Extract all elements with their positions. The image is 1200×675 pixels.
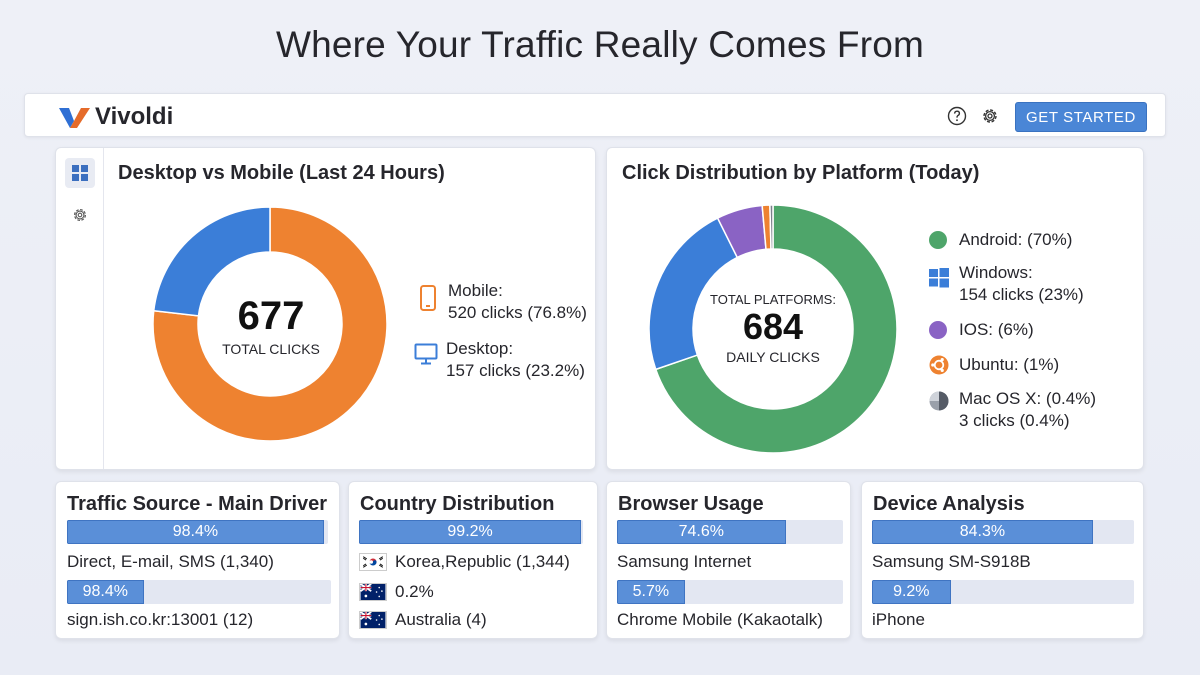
- progress-percent: 74.6%: [678, 523, 724, 540]
- legend-mobile-value: 520 clicks (76.8%): [448, 303, 587, 322]
- card-title: Click Distribution by Platform (Today): [622, 162, 980, 184]
- platform-distribution-card: Click Distribution by Platform (Today) T…: [606, 147, 1144, 470]
- country-row-korea[interactable]: Korea,Republic (1,344): [359, 552, 570, 572]
- dashboard-grid-icon[interactable]: [65, 158, 95, 188]
- progress-bar: 98.4%: [67, 520, 328, 544]
- australia-flag-icon: [359, 611, 387, 629]
- legend-windows: Windows: 154 clicks (23%): [929, 262, 1084, 306]
- legend-macos-label: Mac OS X: (0.4%): [959, 389, 1096, 408]
- legend-ios-label: IOS: (6%): [959, 320, 1034, 339]
- progress-bar: 99.2%: [359, 520, 583, 544]
- legend-desktop-value: 157 clicks (23.2%): [446, 361, 585, 380]
- donut-slice-android[interactable]: [654, 204, 898, 454]
- legend-mobile: Mobile: 520 clicks (76.8%): [418, 280, 587, 324]
- legend-macos: Mac OS X: (0.4%) 3 clicks (0.4%): [929, 388, 1096, 432]
- side-rail: [56, 148, 104, 469]
- total-platforms-caption: TOTAL PLATFORMS:: [710, 292, 836, 307]
- progress-percent: 9.2%: [893, 583, 930, 600]
- card-title: Country Distribution: [360, 493, 555, 515]
- row-label[interactable]: Samsung Internet: [617, 552, 752, 571]
- row-label: Australia (4): [395, 610, 487, 629]
- traffic-source-card: Traffic Source - Main Driver 98.4% Direc…: [55, 481, 340, 639]
- korea-flag-icon: [359, 553, 387, 571]
- legend-ubuntu-label: Ubuntu: (1%): [959, 355, 1060, 374]
- legend-desktop: Desktop: 157 clicks (23.2%): [414, 338, 585, 382]
- donut-slice-desktop[interactable]: [152, 206, 271, 317]
- device-analysis-card: Device Analysis 84.3% Samsung SM-S918B 9…: [861, 481, 1144, 639]
- legend-android-label: Android: (70%): [959, 230, 1073, 249]
- total-clicks-value: 677: [237, 294, 305, 338]
- page-headline: Where Your Traffic Really Comes From: [275, 24, 925, 65]
- card-title: Traffic Source - Main Driver: [67, 493, 328, 515]
- legend-windows-label: Windows:: [959, 263, 1033, 282]
- progress-bar: 9.2%: [872, 580, 1134, 604]
- legend-ubuntu: Ubuntu: (1%): [929, 354, 1059, 376]
- legend-desktop-label: Desktop:: [446, 339, 514, 358]
- country-distribution-card: Country Distribution 99.2% Korea,Republi…: [348, 481, 598, 639]
- progress-percent: 98.4%: [82, 583, 128, 600]
- desktop-monitor-icon: [414, 343, 438, 365]
- progress-bar: 5.7%: [617, 580, 843, 604]
- ubuntu-logo-icon: [929, 355, 949, 375]
- legend-ios: IOS: (6%): [929, 319, 1034, 341]
- row-label[interactable]: Direct, E-mail, SMS (1,340): [67, 552, 274, 571]
- country-row-australia-pct[interactable]: 0.2%: [359, 582, 434, 602]
- macos-dot-icon: [929, 391, 949, 411]
- daily-clicks-caption: DAILY CLICKS: [726, 349, 820, 365]
- progress-bar: 98.4%: [67, 580, 331, 604]
- row-label[interactable]: Chrome Mobile (Kakaotalk): [617, 610, 823, 629]
- brand-name: Vivoldi: [95, 103, 174, 130]
- card-title: Desktop vs Mobile (Last 24 Hours): [118, 162, 445, 184]
- legend-macos-value: 3 clicks (0.4%): [959, 411, 1070, 430]
- top-navbar: Vivoldi GET STARTED: [24, 93, 1166, 137]
- total-platforms-value: 684: [742, 306, 804, 347]
- donut-slice-macos[interactable]: [769, 204, 774, 250]
- desktop-vs-mobile-card: Desktop vs Mobile (Last 24 Hours) 677 TO…: [55, 147, 596, 470]
- progress-percent: 84.3%: [959, 523, 1006, 540]
- legend-windows-value: 154 clicks (23%): [959, 285, 1084, 304]
- progress-percent: 98.4%: [172, 523, 219, 540]
- legend-android: Android: (70%): [929, 229, 1072, 251]
- progress-bar: 84.3%: [872, 520, 1134, 544]
- platform-donut: [648, 204, 898, 454]
- android-dot-icon: [929, 231, 947, 249]
- total-clicks-caption: TOTAL CLICKS: [222, 341, 320, 357]
- card-title: Device Analysis: [873, 493, 1025, 515]
- ios-dot-icon: [929, 321, 947, 339]
- gear-icon[interactable]: [980, 106, 1000, 126]
- browser-usage-card: Browser Usage 74.6% Samsung Internet 5.7…: [606, 481, 851, 639]
- vivoldi-logo-icon: [59, 108, 90, 128]
- legend-mobile-label: Mobile:: [448, 281, 503, 300]
- windows-logo-icon: [929, 268, 949, 288]
- brand[interactable]: Vivoldi: [57, 103, 173, 131]
- row-label: Korea,Republic (1,344): [395, 552, 570, 571]
- australia-flag-icon: [359, 583, 387, 601]
- settings-gear-icon[interactable]: [65, 200, 95, 230]
- get-started-button[interactable]: GET STARTED: [1015, 102, 1147, 132]
- progress-percent: 5.7%: [632, 583, 670, 600]
- row-label[interactable]: Samsung SM-S918B: [872, 552, 1031, 571]
- row-label[interactable]: sign.ish.co.kr:13001 (12): [67, 610, 254, 629]
- donut-slice-mobile[interactable]: [152, 206, 388, 442]
- country-row-australia[interactable]: Australia (4): [359, 610, 487, 630]
- progress-percent: 99.2%: [447, 523, 493, 540]
- help-icon[interactable]: [947, 106, 967, 126]
- row-label[interactable]: iPhone: [872, 610, 925, 629]
- progress-bar: 74.6%: [617, 520, 843, 544]
- desktop-mobile-donut: [152, 206, 388, 442]
- mobile-phone-icon: [420, 285, 436, 311]
- card-title: Browser Usage: [618, 493, 764, 515]
- row-label: 0.2%: [395, 582, 434, 601]
